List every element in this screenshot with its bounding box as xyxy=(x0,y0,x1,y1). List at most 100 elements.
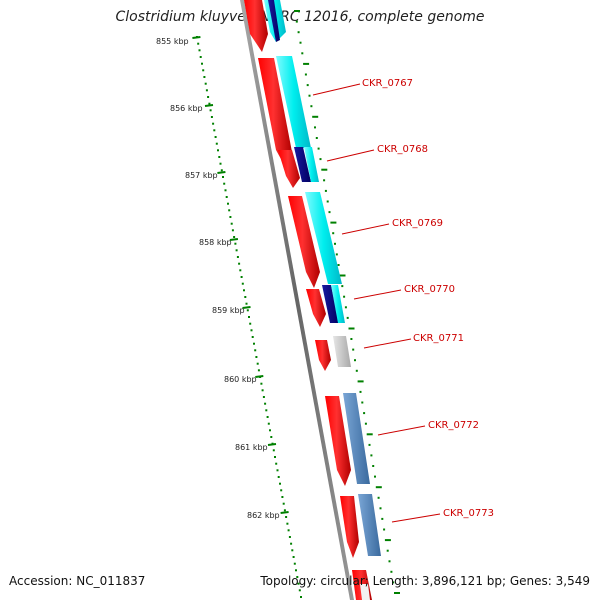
outer-tick-dot xyxy=(319,158,322,161)
outer-tick-dot xyxy=(335,253,338,256)
ruler-tick-label: 855 kbp xyxy=(156,37,189,46)
outer-tick-dot xyxy=(328,211,331,214)
gene-label[interactable]: CKR_0770 xyxy=(404,284,455,295)
ruler-dot xyxy=(250,329,253,332)
ruler-major-tick xyxy=(217,171,226,174)
ruler-dot xyxy=(267,422,270,425)
outer-tick-dot xyxy=(379,507,382,510)
outer-tick-dot xyxy=(392,581,395,584)
outer-tick-dot xyxy=(388,560,391,563)
ruler-major-tick xyxy=(229,238,239,241)
cyan-feature[interactable] xyxy=(305,192,342,284)
ruler-dot xyxy=(234,242,237,245)
outer-tick-dot xyxy=(332,232,335,235)
ruler-major-tick xyxy=(204,104,214,107)
ruler-dot xyxy=(297,582,300,585)
ruler-dot xyxy=(254,349,257,352)
accession-label: Accession: NC_011837 xyxy=(9,574,146,588)
backbone-line xyxy=(240,0,354,600)
outer-tick-dot xyxy=(326,200,329,203)
ruler-major-tick xyxy=(280,511,289,514)
outer-tick-dot xyxy=(383,528,386,531)
gene-label[interactable]: CKR_0772 xyxy=(428,420,479,431)
gray-feature[interactable] xyxy=(360,584,370,600)
outer-tick-dots xyxy=(294,10,400,594)
outer-tick-dot xyxy=(317,147,320,150)
ruler-tick-label: 858 kbp xyxy=(199,238,232,247)
outer-tick-dot xyxy=(310,105,313,108)
ruler-dot xyxy=(262,396,265,398)
gray-feature[interactable] xyxy=(333,336,351,367)
ruler-dot xyxy=(224,189,227,192)
map-title: Clostridium kluyveri NBRC 12016, complet… xyxy=(115,9,485,25)
gene-label[interactable]: CKR_0773 xyxy=(443,508,494,519)
ruler-tick-label: 862 kbp xyxy=(247,511,280,520)
outer-tick-dot xyxy=(372,465,375,467)
ruler-dot xyxy=(214,136,217,138)
ruler-major-tick xyxy=(255,375,264,378)
ruler-tick-label: 857 kbp xyxy=(185,171,218,180)
outer-tick-dot xyxy=(301,52,304,55)
cds-arrow[interactable] xyxy=(315,340,331,371)
ruler-dot xyxy=(238,262,241,265)
ruler-dot xyxy=(270,436,273,438)
ruler-dot xyxy=(249,322,252,325)
ruler-dot xyxy=(285,516,288,518)
ruler-dot xyxy=(298,589,301,592)
ruler-dot xyxy=(207,96,210,98)
outer-tick-dot xyxy=(370,454,373,457)
ruler-tick-label: 856 kbp xyxy=(170,104,203,113)
outer-tick-dot xyxy=(384,539,391,542)
navy-feature[interactable] xyxy=(268,0,280,42)
cds-arrow[interactable] xyxy=(278,150,300,188)
ruler-dot xyxy=(290,542,293,545)
ruler-dot xyxy=(291,549,294,552)
navy-feature[interactable] xyxy=(294,147,311,182)
outer-tick-dot xyxy=(377,496,380,499)
outer-tick-dot xyxy=(355,369,358,372)
ruler-dot xyxy=(251,336,254,338)
outer-tick-dot xyxy=(299,41,302,44)
ruler-dot xyxy=(219,162,222,165)
cyan-feature[interactable] xyxy=(304,147,319,182)
ruler-dot xyxy=(244,296,247,298)
ruler-dot xyxy=(296,576,299,578)
cds-arrow[interactable] xyxy=(340,496,359,558)
leader-line xyxy=(326,149,375,162)
cyan-feature[interactable] xyxy=(276,56,311,148)
ruler-dot xyxy=(223,182,226,185)
outer-tick-dot xyxy=(346,316,349,319)
ruler-dot xyxy=(279,482,281,485)
ruler-dot xyxy=(205,89,208,92)
cds-arrow[interactable] xyxy=(258,58,292,170)
outer-tick-dot xyxy=(363,412,366,415)
ruler-dot xyxy=(274,456,276,458)
ruler-dot xyxy=(199,56,202,58)
ruler-dot xyxy=(281,496,284,498)
gene-label[interactable]: CKR_0767 xyxy=(362,78,413,89)
leader-line xyxy=(391,513,441,523)
ruler-dot xyxy=(212,122,215,125)
steelblue-feature[interactable] xyxy=(343,393,370,484)
cds-arrow[interactable] xyxy=(288,196,320,288)
navy-feature[interactable] xyxy=(322,285,339,323)
cyan-feature[interactable] xyxy=(331,285,345,323)
ruler-dot xyxy=(210,116,213,118)
ruler-dot xyxy=(280,489,283,492)
cds-arrow[interactable] xyxy=(306,289,326,327)
outer-tick-dot xyxy=(390,570,393,573)
ruler-dot xyxy=(227,202,229,205)
gene-label[interactable]: CKR_0769 xyxy=(392,218,443,229)
outer-tick-dot xyxy=(348,327,355,330)
gene-label[interactable]: CKR_0771 xyxy=(413,333,464,344)
steelblue-feature[interactable] xyxy=(358,494,381,556)
outer-tick-dot xyxy=(344,306,347,309)
gene-label[interactable]: CKR_0768 xyxy=(377,144,428,155)
cds-arrow[interactable] xyxy=(244,0,268,52)
outer-tick-dot xyxy=(334,242,336,245)
outer-tick-dot xyxy=(312,115,319,118)
outer-tick-dot xyxy=(308,94,311,97)
outer-tick-dot xyxy=(359,390,362,393)
cds-arrow[interactable] xyxy=(325,396,351,486)
